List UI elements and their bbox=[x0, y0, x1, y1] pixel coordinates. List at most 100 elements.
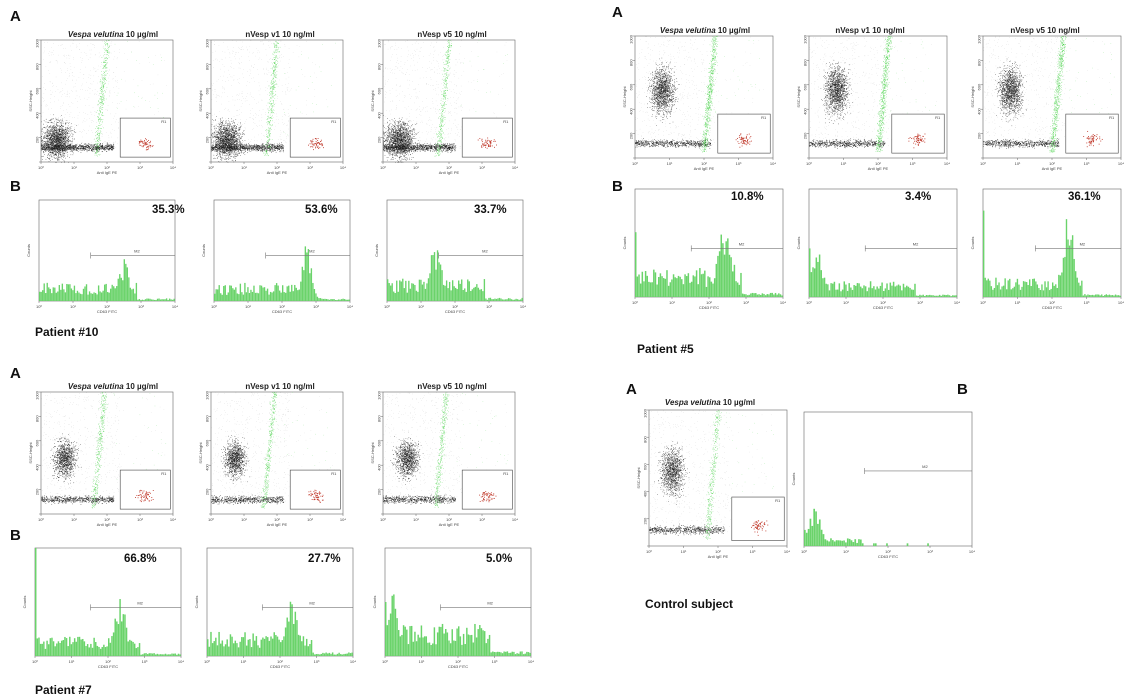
event-dot bbox=[50, 143, 52, 144]
event-dot bbox=[100, 124, 102, 125]
event-dot bbox=[226, 135, 227, 136]
event-dot bbox=[96, 146, 98, 147]
event-dot bbox=[58, 125, 59, 127]
event-dot bbox=[230, 144, 231, 146]
event-dot bbox=[102, 121, 103, 122]
event-dot bbox=[223, 141, 225, 143]
event-dot bbox=[51, 130, 53, 131]
event-dot bbox=[56, 152, 58, 154]
event-dot bbox=[227, 126, 228, 128]
event-dot bbox=[100, 99, 101, 100]
event-dot bbox=[215, 137, 217, 139]
event-dot bbox=[65, 135, 67, 137]
event-dot bbox=[42, 142, 44, 143]
event-dot bbox=[101, 151, 103, 153]
event-dot bbox=[235, 131, 236, 132]
event-dot bbox=[102, 99, 104, 101]
event-dot bbox=[56, 146, 57, 148]
event-dot bbox=[74, 148, 75, 150]
event-dot bbox=[228, 131, 230, 133]
event-dot bbox=[62, 150, 64, 151]
event-dot bbox=[103, 54, 105, 55]
event-dot bbox=[54, 135, 55, 137]
event-dot bbox=[232, 149, 233, 150]
event-dot bbox=[66, 131, 68, 133]
event-dot bbox=[49, 139, 50, 140]
event-dot bbox=[224, 155, 226, 156]
event-dot bbox=[98, 148, 99, 150]
event-dot bbox=[50, 141, 51, 143]
event-dot bbox=[105, 79, 106, 80]
event-dot bbox=[217, 138, 219, 140]
event-dot bbox=[46, 147, 47, 149]
event-dot bbox=[59, 141, 60, 143]
event-dot bbox=[228, 159, 229, 160]
event-dot bbox=[242, 140, 243, 141]
event-dot bbox=[95, 145, 97, 147]
event-dot bbox=[211, 142, 212, 144]
event-dot bbox=[110, 146, 112, 147]
event-dot bbox=[64, 147, 65, 148]
event-dot bbox=[102, 68, 104, 69]
event-dot bbox=[47, 145, 48, 146]
event-dot bbox=[53, 136, 54, 138]
event-dot bbox=[43, 144, 45, 145]
event-dot bbox=[225, 151, 227, 152]
event-dot bbox=[231, 146, 232, 148]
event-dot bbox=[88, 143, 90, 144]
event-dot bbox=[234, 157, 236, 159]
event-dot bbox=[100, 98, 102, 99]
event-dot bbox=[228, 135, 230, 137]
event-dot bbox=[102, 73, 104, 74]
event-dot bbox=[98, 148, 100, 150]
event-dot bbox=[55, 140, 56, 142]
event-dot bbox=[57, 139, 58, 141]
event-dot bbox=[223, 143, 225, 144]
event-dot bbox=[76, 147, 78, 148]
event-dot bbox=[51, 131, 52, 133]
event-dot bbox=[53, 114, 55, 116]
event-dot bbox=[44, 144, 46, 145]
event-dot bbox=[46, 136, 48, 137]
event-dot bbox=[65, 134, 67, 136]
event-dot bbox=[223, 140, 225, 141]
event-dot bbox=[49, 142, 51, 144]
event-dot bbox=[48, 144, 50, 146]
event-dot bbox=[93, 146, 94, 147]
event-dot bbox=[84, 147, 86, 149]
event-dot bbox=[56, 141, 57, 142]
event-dot bbox=[232, 128, 233, 130]
event-dot bbox=[236, 128, 238, 129]
event-dot bbox=[229, 153, 230, 155]
event-dot bbox=[62, 147, 63, 148]
event-dot bbox=[56, 143, 57, 144]
event-dot bbox=[95, 135, 96, 137]
event-dot bbox=[43, 155, 44, 157]
event-dot bbox=[101, 93, 102, 95]
event-dot bbox=[60, 134, 62, 135]
event-dot bbox=[62, 118, 63, 120]
event-dot bbox=[54, 147, 56, 148]
event-dot bbox=[236, 134, 238, 136]
event-dot bbox=[55, 142, 56, 143]
event-dot bbox=[68, 136, 70, 138]
event-dot bbox=[222, 140, 223, 141]
event-dot bbox=[52, 147, 53, 148]
event-dot bbox=[52, 144, 53, 146]
event-dot bbox=[49, 147, 50, 148]
event-dot bbox=[55, 136, 57, 138]
event-dot bbox=[101, 88, 103, 89]
event-dot bbox=[75, 146, 77, 147]
event-dot bbox=[217, 144, 218, 145]
event-dot bbox=[219, 151, 221, 153]
event-dot bbox=[54, 135, 56, 137]
event-dot bbox=[47, 141, 49, 142]
event-dot bbox=[69, 144, 71, 145]
event-dot bbox=[66, 148, 68, 150]
event-dot bbox=[58, 150, 60, 151]
event-dot bbox=[222, 132, 224, 134]
event-dot bbox=[56, 135, 58, 137]
event-dot bbox=[56, 139, 58, 141]
event-dot bbox=[230, 138, 232, 139]
